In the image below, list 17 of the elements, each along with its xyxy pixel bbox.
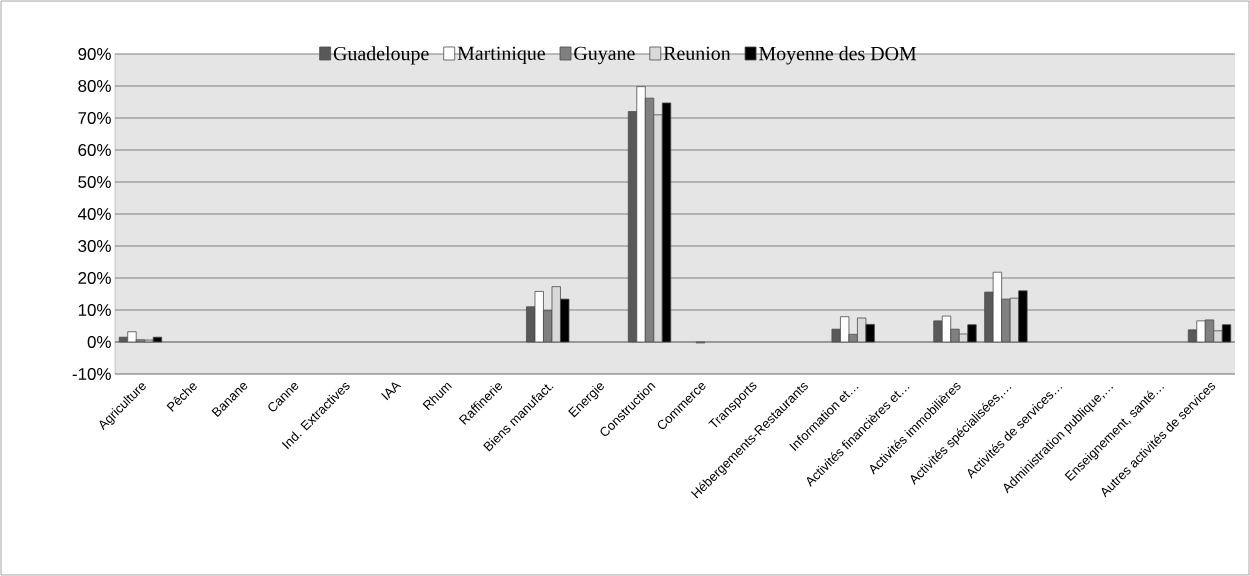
- y-tick-label: 90%: [78, 47, 111, 60]
- legend-label: Guyane: [574, 46, 635, 65]
- y-tick-label: 30%: [78, 239, 111, 252]
- y-tick-label: 10%: [78, 303, 111, 316]
- y-tick-label: 80%: [78, 79, 111, 92]
- legend-label: Reunion: [663, 46, 731, 61]
- legend-label: Guadeloupe: [333, 46, 429, 65]
- y-tick-label: 70%: [78, 111, 111, 124]
- x-tick-label: IAA: [381, 382, 402, 401]
- legend-label: Moyenne des DOM: [759, 46, 917, 65]
- y-tick-label: 0%: [87, 335, 111, 348]
- y-tick-label: 20%: [78, 271, 111, 284]
- y-tick-label: 60%: [78, 143, 111, 156]
- y-tick-label: 50%: [78, 175, 111, 188]
- y-tick-label: 40%: [77, 207, 111, 220]
- legend-label: Martinique: [457, 46, 545, 65]
- y-tick-label: -10%: [72, 367, 111, 380]
